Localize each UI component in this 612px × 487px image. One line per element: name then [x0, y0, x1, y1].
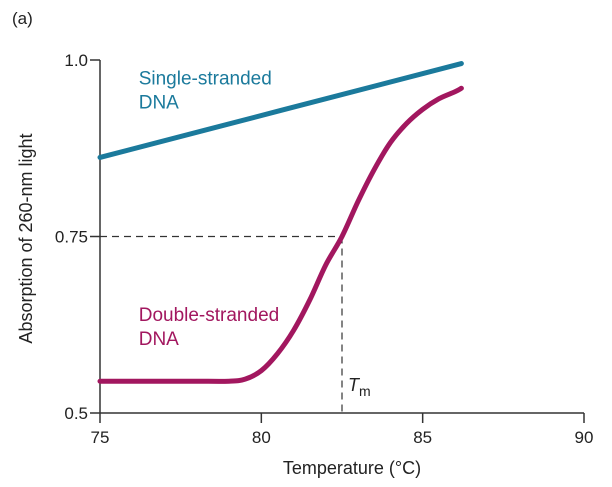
series-label: Double-stranded DNA [139, 305, 279, 350]
y-axis-label: Absorption of 260-nm light [16, 133, 36, 343]
x-tick-label: 80 [252, 428, 271, 447]
x-tick-label: 75 [91, 428, 110, 447]
y-axis-ticks: 0.5 0.75 1.0 [55, 51, 100, 423]
tm-annotation-subscript: m [359, 383, 371, 399]
series-line-single-stranded [97, 61, 464, 160]
panel-label: (a) [12, 9, 33, 28]
series-label-line: DNA [139, 93, 179, 114]
tm-annotation-main: T [348, 375, 361, 395]
x-axis-label: Temperature (°C) [283, 458, 421, 478]
series-label-line: Single-stranded [139, 69, 272, 90]
x-tick-label: 85 [413, 428, 432, 447]
series-label-line: Double-stranded [139, 305, 279, 326]
tm-guide-lines [100, 235, 343, 413]
series-labels: Single-stranded DNA Double-stranded DNA [139, 69, 279, 351]
series-label: Single-stranded DNA [139, 69, 272, 114]
x-axis-ticks: 75 80 85 90 [91, 413, 594, 447]
series-label-line: DNA [139, 329, 179, 350]
y-tick-label: 0.5 [64, 404, 88, 423]
x-tick-label: 90 [575, 428, 594, 447]
series-layer [97, 61, 464, 384]
tm-annotation: Tm [348, 375, 371, 399]
y-tick-label: 0.75 [55, 228, 88, 247]
y-tick-label: 1.0 [64, 51, 88, 70]
series-line-double-stranded [97, 85, 464, 384]
